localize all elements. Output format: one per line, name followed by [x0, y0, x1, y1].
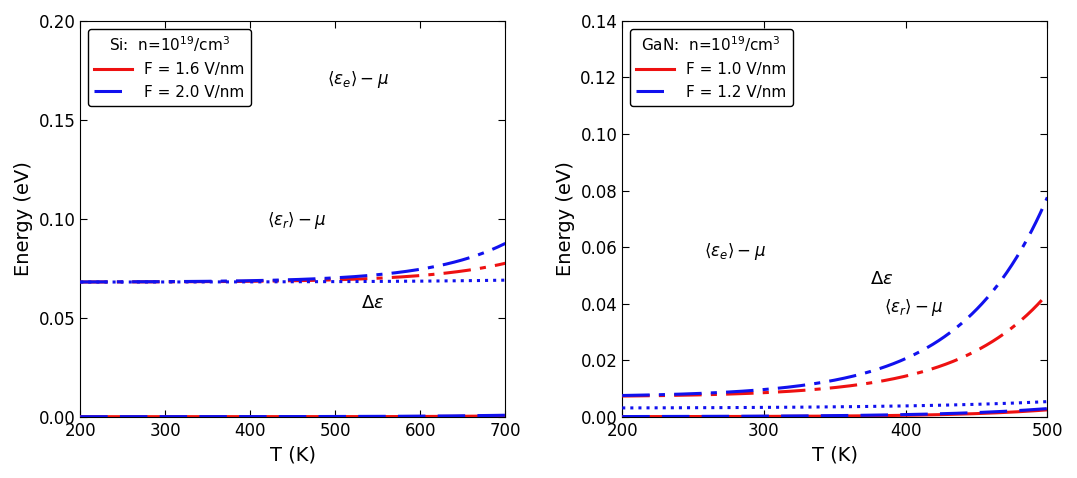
Text: $\Delta\varepsilon$: $\Delta\varepsilon$: [870, 270, 894, 288]
Legend: F = 1.0 V/nm, F = 1.2 V/nm: F = 1.0 V/nm, F = 1.2 V/nm: [630, 29, 793, 106]
Legend: F = 1.6 V/nm, F = 2.0 V/nm: F = 1.6 V/nm, F = 2.0 V/nm: [88, 29, 251, 106]
Text: $\langle\varepsilon_r\rangle-\mu$: $\langle\varepsilon_r\rangle-\mu$: [267, 210, 326, 231]
Y-axis label: Energy (eV): Energy (eV): [556, 162, 575, 276]
Y-axis label: Energy (eV): Energy (eV): [14, 162, 33, 276]
X-axis label: T (K): T (K): [812, 445, 857, 464]
Text: $\langle\varepsilon_r\rangle-\mu$: $\langle\varepsilon_r\rangle-\mu$: [884, 297, 943, 318]
X-axis label: T (K): T (K): [269, 445, 316, 464]
Text: $\Delta\varepsilon$: $\Delta\varepsilon$: [361, 294, 384, 312]
Text: $\langle\varepsilon_e\rangle-\mu$: $\langle\varepsilon_e\rangle-\mu$: [326, 69, 389, 90]
Text: $\langle\varepsilon_e\rangle-\mu$: $\langle\varepsilon_e\rangle-\mu$: [704, 240, 766, 261]
